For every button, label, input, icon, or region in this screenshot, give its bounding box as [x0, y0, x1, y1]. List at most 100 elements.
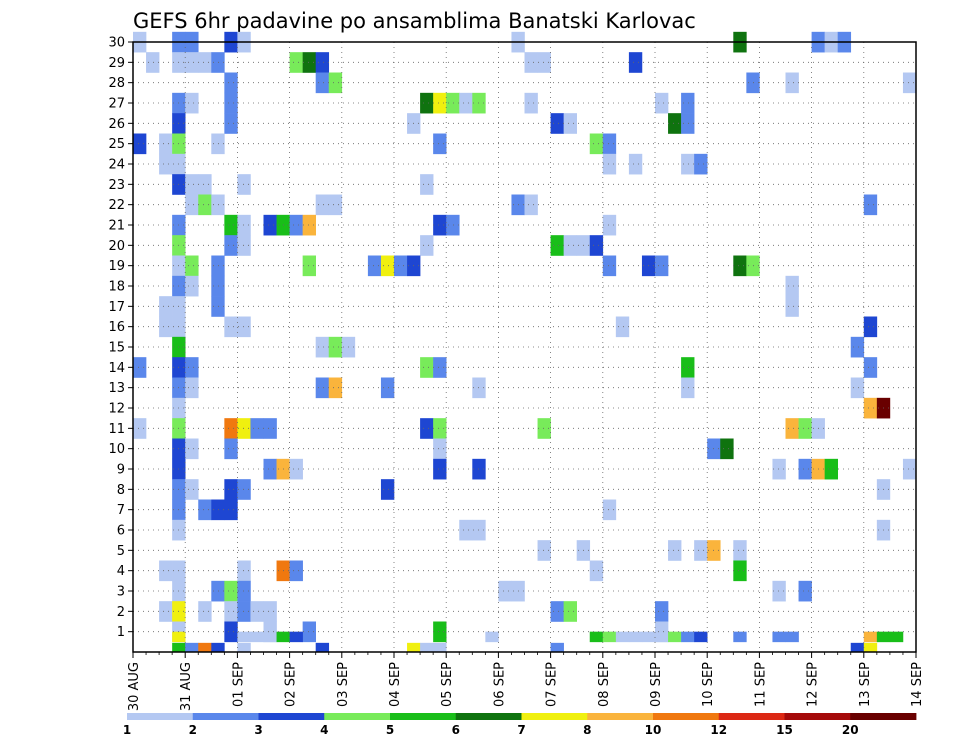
- precip-cell: [211, 499, 225, 521]
- x-tick-label: 03 SEP: [336, 662, 351, 707]
- precip-cell: [537, 52, 551, 73]
- y-tick-label: 30: [108, 36, 125, 51]
- precip-cell: [589, 631, 604, 643]
- y-tick-label: 1: [117, 625, 125, 640]
- precip-cell: [420, 92, 434, 114]
- precip-cell: [824, 458, 838, 480]
- colorbar: 1 2 3 4 5 6 7 8 10 12 15 20: [123, 713, 917, 737]
- precip-cell: [211, 52, 225, 73]
- precip-cell: [863, 316, 878, 338]
- precip-cell: [420, 357, 434, 378]
- precip-cell: [159, 316, 173, 338]
- y-tick-label: 28: [108, 76, 125, 91]
- precip-cell: [185, 92, 199, 114]
- precip-cell: [433, 642, 447, 653]
- colorbar-label: 6: [452, 723, 460, 737]
- precip-cell: [146, 52, 160, 73]
- precip-cell: [211, 296, 225, 317]
- precip-cell: [159, 560, 173, 582]
- y-tick-label: 11: [108, 422, 125, 437]
- grid-lines: [133, 41, 916, 652]
- precip-cell: [733, 540, 747, 561]
- precip-cell: [785, 72, 799, 94]
- precip-cell: [133, 357, 147, 378]
- precip-cell: [159, 601, 173, 622]
- precip-cell: [224, 214, 238, 236]
- precip-cell: [589, 235, 604, 256]
- precip-cell: [524, 92, 538, 114]
- y-tick-label: 4: [117, 564, 125, 579]
- colorbar-swatch: [192, 713, 259, 720]
- precip-cell: [798, 418, 812, 439]
- precip-cell: [237, 560, 251, 582]
- precip-cell: [668, 631, 682, 643]
- precip-cell: [420, 174, 434, 195]
- precip-cell: [733, 631, 747, 643]
- precip-cell: [237, 601, 251, 622]
- precip-cell: [224, 418, 238, 439]
- precip-cell: [302, 621, 316, 643]
- x-tick-label: 31 AUG: [179, 662, 194, 711]
- colorbar-swatch: [850, 713, 917, 720]
- precip-cell: [237, 479, 251, 500]
- y-tick-label: 29: [108, 56, 125, 71]
- precip-cell: [159, 133, 173, 155]
- precip-cell: [185, 194, 199, 216]
- precip-cell: [902, 458, 917, 480]
- precip-cell: [681, 631, 695, 643]
- precip-cell: [328, 72, 343, 94]
- precip-cell: [433, 92, 447, 114]
- y-tick-label: 16: [108, 320, 125, 335]
- precip-cell: [668, 540, 682, 561]
- precip-cell: [550, 235, 564, 256]
- precip-cell: [315, 377, 330, 399]
- precip-cell: [250, 631, 264, 643]
- precip-cell: [302, 255, 316, 277]
- precip-cell: [224, 621, 238, 643]
- precip-cell: [655, 255, 669, 277]
- x-tick-label: 01 SEP: [231, 662, 246, 707]
- precip-cell: [133, 418, 147, 439]
- precip-cell: [733, 255, 747, 277]
- precip-cell: [628, 153, 643, 175]
- y-tick-label: 25: [108, 137, 125, 152]
- precip-cell: [563, 601, 577, 622]
- precip-cell: [720, 438, 734, 460]
- precip-cell: [550, 113, 564, 134]
- precip-cell: [224, 438, 238, 460]
- precip-cell: [876, 631, 891, 643]
- precip-cell: [655, 601, 669, 622]
- y-tick-label: 9: [117, 463, 125, 478]
- precip-cell: [211, 133, 225, 155]
- x-tick-label: 09 SEP: [649, 662, 664, 707]
- precip-cell: [681, 357, 695, 378]
- precip-cell: [198, 642, 212, 653]
- y-tick-label: 7: [117, 503, 125, 518]
- precip-cell: [889, 631, 904, 643]
- y-tick-label: 15: [108, 341, 125, 356]
- precip-cell: [589, 560, 604, 582]
- y-tick-label: 27: [108, 97, 125, 112]
- precip-cell: [198, 174, 212, 195]
- precip-cell: [237, 418, 251, 439]
- precip-cell: [211, 194, 225, 216]
- colorbar-swatch: [258, 713, 325, 720]
- x-axis-ticks: 30 AUG 31 AUG 01 SEP 02 SEP 03 SEP 04 SEP 05 S…: [127, 652, 925, 711]
- precip-cell: [433, 214, 447, 236]
- x-tick-label: 04 SEP: [388, 662, 403, 707]
- precip-cell: [524, 52, 538, 73]
- x-tick-label: 11 SEP: [753, 662, 768, 707]
- y-tick-label: 12: [108, 402, 125, 417]
- precip-cell: [263, 601, 277, 622]
- precip-cell: [224, 235, 238, 256]
- precip-cell: [237, 631, 251, 643]
- precip-cell: [224, 479, 238, 500]
- precip-cell: [524, 194, 538, 216]
- precip-cell: [224, 113, 238, 134]
- precip-cell: [159, 153, 173, 175]
- precip-cell: [694, 540, 708, 561]
- precip-cell: [785, 275, 799, 297]
- precip-cell: [655, 92, 669, 114]
- precip-cell: [159, 296, 173, 317]
- precip-cell: [237, 580, 251, 602]
